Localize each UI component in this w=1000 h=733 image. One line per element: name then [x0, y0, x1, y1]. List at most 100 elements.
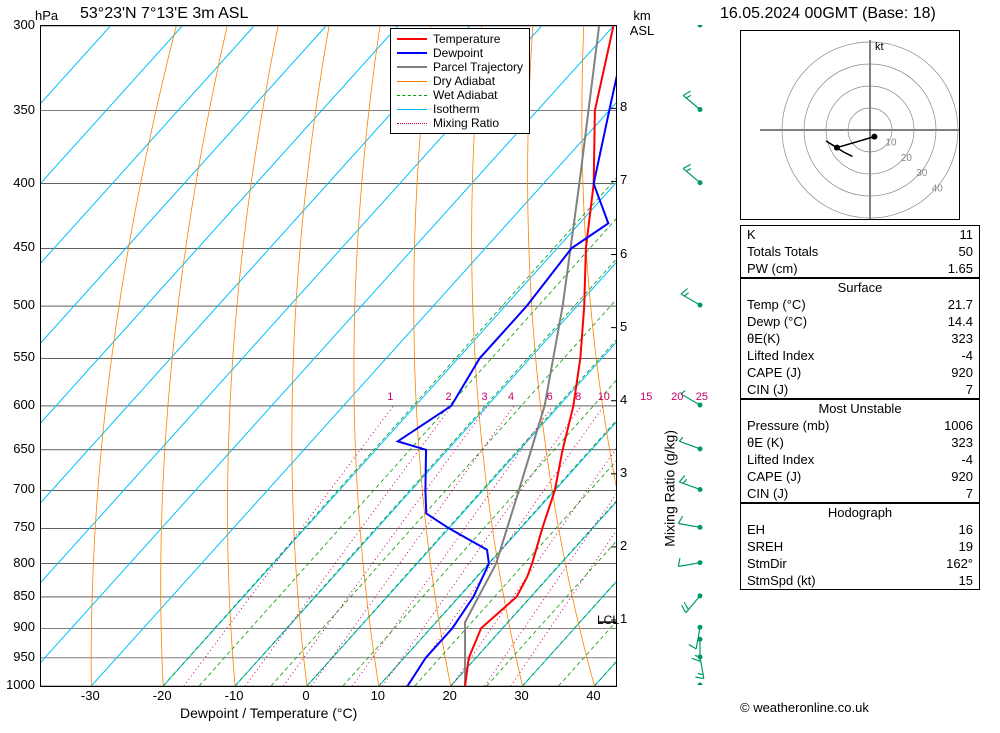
y-axis-left-title: hPa — [35, 8, 58, 23]
svg-text:kt: kt — [875, 41, 884, 53]
row-label: Pressure (mb) — [747, 418, 829, 433]
legend-label: Dry Adiabat — [433, 74, 495, 88]
y-tick-hpa: 1000 — [0, 677, 35, 692]
y-tick-km: 7 — [620, 172, 627, 187]
copyright-label: © weatheronline.co.uk — [740, 700, 869, 715]
table-row: CAPE (J) 920 — [741, 468, 979, 485]
legend-line-icon — [397, 123, 427, 124]
row-value: 920 — [951, 365, 973, 380]
table-row: StmDir162° — [741, 555, 979, 572]
y-tick-hpa: 950 — [0, 649, 35, 664]
row-value: 15 — [959, 573, 973, 588]
lcl-label: LCL — [597, 613, 619, 627]
row-label: Temp (°C) — [747, 297, 806, 312]
row-label: CIN (J) — [747, 382, 788, 397]
svg-text:30: 30 — [916, 168, 928, 179]
table-row: StmSpd (kt) 15 — [741, 572, 979, 589]
row-label: K — [747, 227, 756, 242]
row-label: Dewp (°C) — [747, 314, 807, 329]
legend-box: TemperatureDewpointParcel TrajectoryDry … — [390, 28, 530, 134]
table-header: Most Unstable — [741, 400, 979, 417]
x-axis-title: Dewpoint / Temperature (°C) — [180, 705, 357, 721]
y-tick-hpa: 700 — [0, 481, 35, 496]
svg-text:20: 20 — [901, 153, 913, 164]
row-value: 323 — [951, 331, 973, 346]
legend-line-icon — [397, 66, 427, 68]
legend-line-icon — [397, 109, 427, 110]
legend-line-icon — [397, 95, 427, 96]
legend-item: Parcel Trajectory — [397, 60, 523, 74]
legend-line-icon — [397, 81, 427, 82]
y-axis-right-title: km ASL — [627, 8, 657, 38]
row-label: CAPE (J) — [747, 469, 801, 484]
legend-item: Dewpoint — [397, 46, 523, 60]
legend-line-icon — [397, 52, 427, 54]
table-row: PW (cm) 1.65 — [741, 260, 979, 277]
y-tick-hpa: 500 — [0, 297, 35, 312]
mixing-ratio-label: 1 — [387, 391, 393, 403]
row-value: 11 — [960, 227, 974, 242]
row-label: Totals Totals — [747, 244, 818, 259]
row-label: θE (K) — [747, 435, 784, 450]
row-value: 21.7 — [948, 297, 973, 312]
legend-item: Mixing Ratio — [397, 116, 523, 130]
data-table: Most UnstablePressure (mb)1006θE (K)323L… — [740, 399, 980, 503]
table-row: CAPE (J)920 — [741, 364, 979, 381]
y-tick-hpa: 400 — [0, 175, 35, 190]
skewt-diagram — [40, 25, 617, 687]
row-label: Lifted Index — [747, 348, 814, 363]
y-tick-hpa: 800 — [0, 555, 35, 570]
y-tick-hpa: 350 — [0, 102, 35, 117]
legend-label: Wet Adiabat — [433, 88, 498, 102]
legend-item: Isotherm — [397, 102, 523, 116]
table-row: SREH 19 — [741, 538, 979, 555]
index-tables: K 11 Totals Totals 50 PW (cm) 1.65 SurfaceTemp… — [740, 225, 980, 590]
x-tick-temp: 40 — [573, 688, 613, 703]
row-value: 1006 — [944, 418, 973, 433]
legend-label: Parcel Trajectory — [433, 60, 523, 74]
mixing-ratio-label: 20 — [671, 391, 683, 403]
row-value: 920 — [951, 469, 973, 484]
row-value: 7 — [966, 486, 973, 501]
data-table: HodographEH16SREH19StmDir162°StmSpd (kt)… — [740, 503, 980, 590]
mixing-ratio-label: 8 — [575, 391, 581, 403]
x-tick-temp: -30 — [70, 688, 110, 703]
row-value: 323 — [951, 435, 973, 450]
y-tick-hpa: 600 — [0, 397, 35, 412]
legend-item: Temperature — [397, 32, 523, 46]
y-tick-hpa: 850 — [0, 588, 35, 603]
row-value: 1.65 — [948, 261, 973, 276]
row-label: CIN (J) — [747, 486, 788, 501]
data-table: K 11 Totals Totals 50 PW (cm) 1.65 — [740, 225, 980, 278]
row-label: PW (cm) — [747, 261, 798, 276]
y-tick-km: 5 — [620, 319, 627, 334]
legend-label: Mixing Ratio — [433, 116, 499, 130]
data-table: SurfaceTemp (°C)21.7Dewp (°C)14.4θE(K)32… — [740, 278, 980, 399]
row-value: 19 — [959, 539, 973, 554]
row-value: -4 — [961, 348, 973, 363]
row-label: StmSpd (kt) — [747, 573, 816, 588]
x-tick-temp: 0 — [286, 688, 326, 703]
x-tick-temp: 30 — [502, 688, 542, 703]
row-label: EH — [747, 522, 765, 537]
table-header: Surface — [741, 279, 979, 296]
y-tick-hpa: 650 — [0, 441, 35, 456]
row-label: SREH — [747, 539, 783, 554]
row-value: 50 — [959, 244, 973, 259]
svg-text:40: 40 — [932, 184, 944, 195]
svg-text:10: 10 — [885, 137, 897, 148]
y-tick-hpa: 900 — [0, 619, 35, 634]
x-tick-temp: -20 — [142, 688, 182, 703]
y-tick-km: 2 — [620, 538, 627, 553]
y-tick-km: 8 — [620, 99, 627, 114]
mixing-ratio-label: 3 — [481, 391, 487, 403]
mixing-ratio-label: 15 — [640, 391, 652, 403]
y-tick-hpa: 550 — [0, 349, 35, 364]
table-row: EH16 — [741, 521, 979, 538]
legend-label: Isotherm — [433, 102, 480, 116]
row-value: 14.4 — [948, 314, 973, 329]
chart-date: 16.05.2024 00GMT (Base: 18) — [720, 5, 936, 23]
legend-label: Temperature — [433, 32, 500, 46]
row-label: StmDir — [747, 556, 787, 571]
x-tick-temp: 20 — [430, 688, 470, 703]
